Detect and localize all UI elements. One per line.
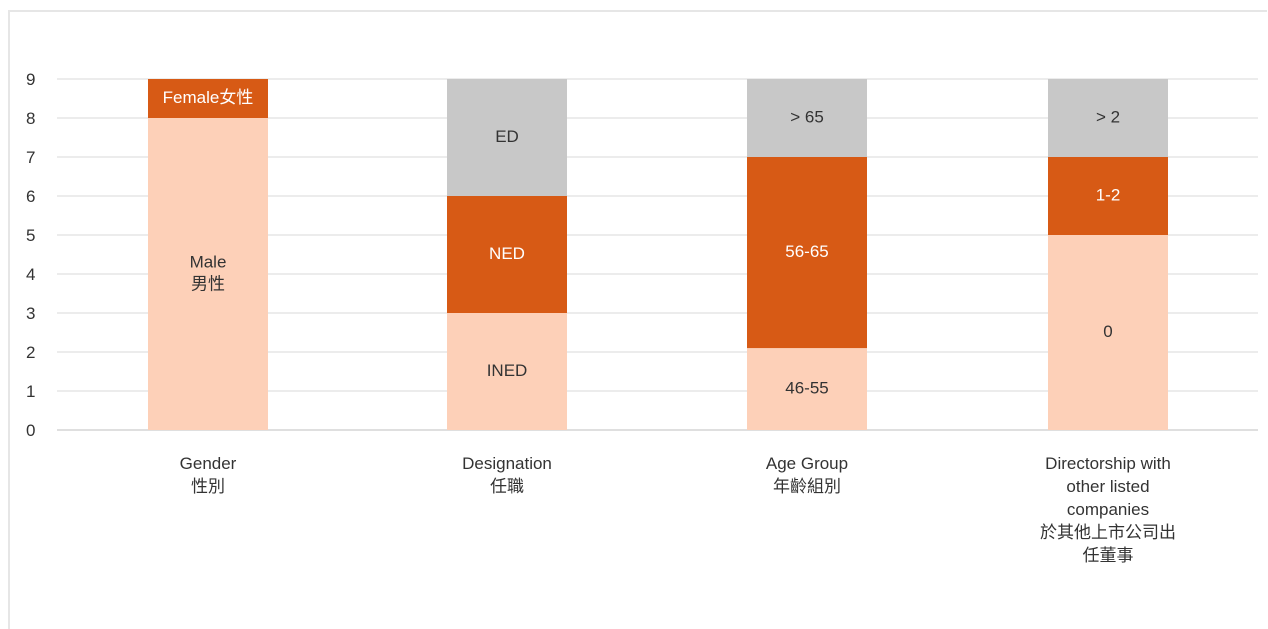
segment-label: 46-55 <box>785 379 828 398</box>
y-tick-label: 1 <box>26 382 35 401</box>
category-label: Designation <box>462 454 552 473</box>
chart-frame <box>8 10 1267 629</box>
category-label: 年齡組別 <box>773 477 841 496</box>
segment-label: 男性 <box>191 274 225 293</box>
segment-label: Female女性 <box>163 88 254 107</box>
segment-label: Male <box>190 252 227 271</box>
category-label: companies <box>1067 500 1149 519</box>
y-tick-label: 4 <box>26 265 35 284</box>
category-label: 任董事 <box>1083 546 1134 565</box>
y-tick-label: 0 <box>26 421 35 440</box>
segment-label: INED <box>487 361 528 380</box>
segment-label: 1-2 <box>1096 185 1121 204</box>
y-tick-label: 5 <box>26 226 35 245</box>
y-tick-label: 8 <box>26 109 35 128</box>
segment-label: 56-65 <box>785 242 828 261</box>
category-label: Gender <box>180 454 237 473</box>
y-tick-label: 6 <box>26 187 35 206</box>
bar-segment <box>747 79 867 157</box>
bar-segment <box>148 118 268 430</box>
segment-label: > 65 <box>790 107 824 126</box>
category-label: 性別 <box>191 477 225 496</box>
bar-segment <box>1048 79 1168 157</box>
bar-segment <box>747 348 867 430</box>
category-label: 任職 <box>490 477 524 496</box>
bar-segment <box>447 196 567 313</box>
bar-segment <box>447 79 567 196</box>
segment-label: ED <box>495 127 519 146</box>
category-label: other listed <box>1066 477 1149 496</box>
bar-segment <box>447 313 567 430</box>
y-tick-label: 9 <box>26 70 35 89</box>
category-label: 於其他上市公司出 <box>1040 523 1176 542</box>
segment-label: > 2 <box>1096 107 1120 126</box>
y-tick-label: 7 <box>26 148 35 167</box>
category-label: Age Group <box>766 454 848 473</box>
category-label: Directorship with <box>1045 454 1171 473</box>
bar-segment <box>148 79 268 118</box>
y-tick-label: 2 <box>26 343 35 362</box>
bar-segment <box>1048 235 1168 430</box>
y-tick-label: 3 <box>26 304 35 323</box>
segment-label: NED <box>489 244 525 263</box>
bar-segment <box>747 157 867 349</box>
segment-label: 0 <box>1103 322 1112 341</box>
bar-segment <box>1048 157 1168 235</box>
